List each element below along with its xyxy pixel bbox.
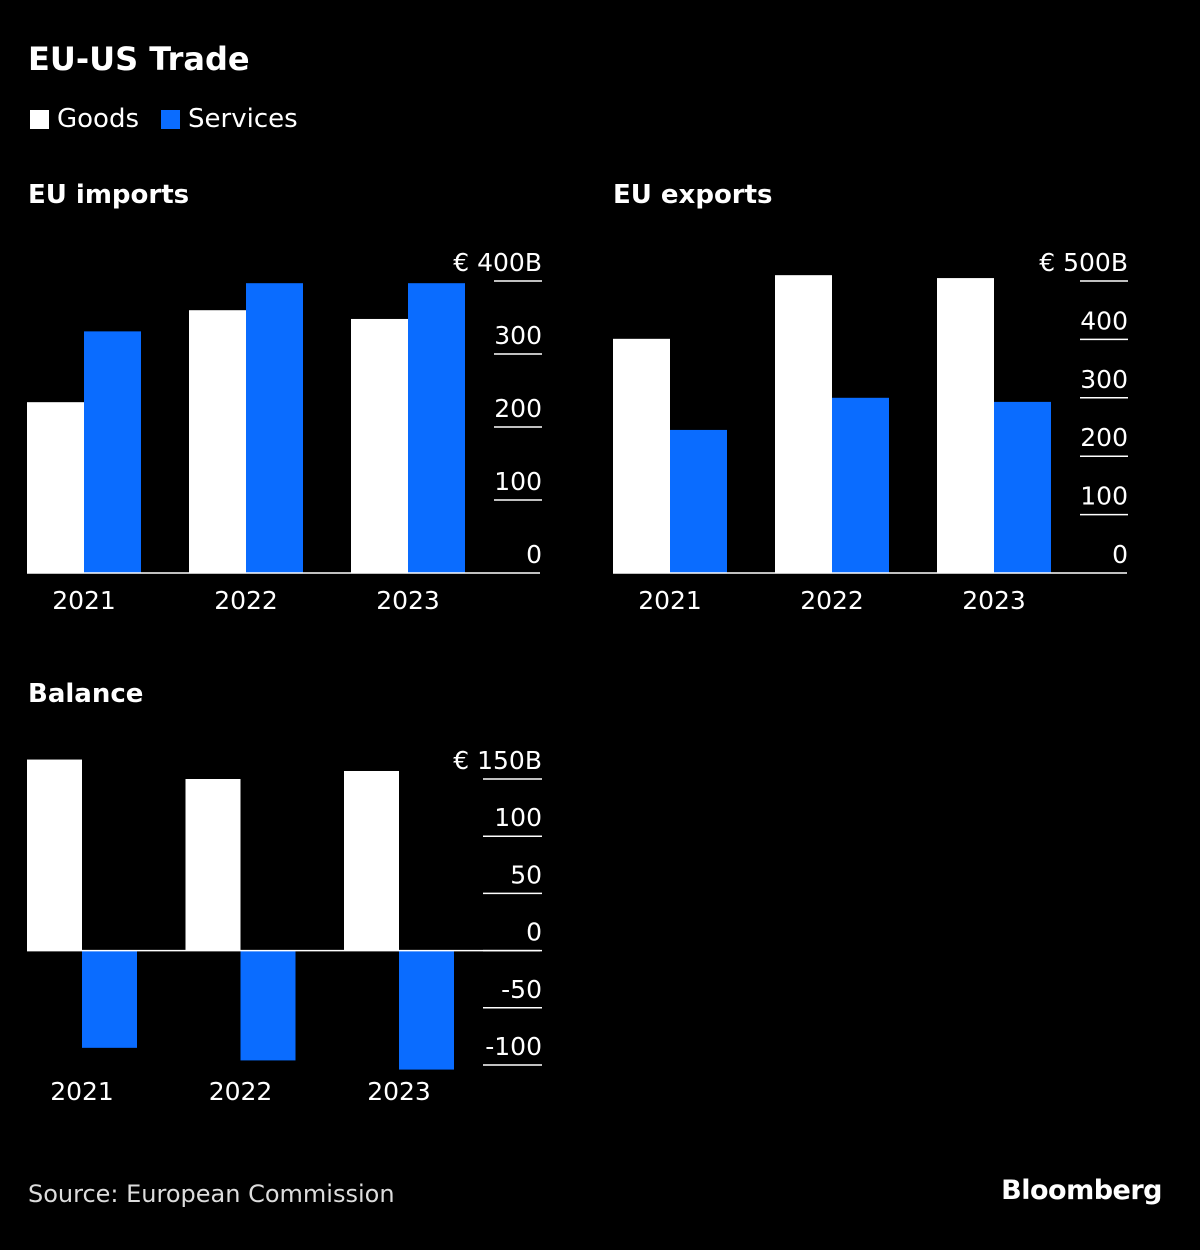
y-tick-label: 300 (1080, 365, 1128, 394)
subchart-title-imports: EU imports (28, 180, 190, 210)
bar-services-2021 (84, 331, 141, 573)
bar-goods-2023 (937, 278, 994, 573)
subchart-title-exports: EU exports (613, 180, 773, 210)
bar-services-2022 (246, 283, 303, 573)
x-tick-label: 2021 (50, 1077, 114, 1106)
x-tick-label: 2022 (800, 586, 864, 615)
bar-services-2021 (82, 950, 137, 1048)
legend-label: Goods (57, 104, 140, 134)
bar-services-2022 (240, 950, 296, 1061)
x-tick-label: 2021 (638, 586, 702, 615)
y-tick-label: € 150B (453, 746, 542, 775)
bar-goods-2021 (613, 338, 670, 573)
bar-services-2023 (408, 283, 465, 573)
y-tick-label: 0 (526, 540, 542, 569)
y-tick-label: 100 (1080, 482, 1128, 511)
y-tick-label: € 500B (1039, 248, 1128, 277)
x-tick-label: 2021 (52, 586, 116, 615)
bar-goods-2022 (189, 310, 246, 573)
legend-swatch (161, 109, 181, 129)
bar-services-2022 (832, 397, 889, 573)
y-tick-label: 100 (494, 467, 542, 496)
legend: Goods Services (30, 104, 298, 134)
bloomberg-logo: Bloomberg (1001, 1175, 1162, 1206)
y-tick-label: 0 (1112, 540, 1128, 569)
x-tick-label: 2023 (367, 1077, 431, 1106)
legend-item-goods: Goods (30, 104, 139, 134)
y-tick-label: € 400B (453, 248, 542, 277)
bar-goods-2023 (351, 318, 408, 573)
y-tick-label: 200 (1080, 423, 1128, 452)
x-tick-label: 2023 (376, 586, 440, 615)
bar-goods-2021 (27, 759, 82, 951)
bar-goods-2022 (185, 779, 241, 951)
y-tick-label: 50 (510, 860, 542, 889)
x-tick-label: 2022 (209, 1077, 273, 1106)
y-tick-label: 200 (494, 394, 542, 423)
bar-services-2023 (399, 950, 454, 1070)
subchart-title-balance: Balance (28, 679, 144, 709)
legend-item-services: Services (161, 104, 298, 134)
bar-goods-2022 (775, 275, 832, 573)
legend-swatch (30, 109, 49, 129)
y-tick-label: 300 (494, 321, 542, 350)
bar-services-2021 (670, 429, 727, 573)
y-tick-label: 0 (526, 918, 542, 947)
bar-goods-2023 (344, 770, 399, 951)
y-tick-label: -50 (501, 975, 542, 1004)
y-tick-label: 400 (1080, 306, 1128, 335)
chart-title: EU-US Trade (28, 40, 250, 78)
bar-services-2023 (994, 401, 1051, 573)
x-tick-label: 2023 (962, 586, 1026, 615)
y-tick-label: -100 (485, 1032, 542, 1061)
source-note: Source: European Commission (28, 1180, 395, 1208)
legend-label: Services (188, 104, 298, 134)
bar-goods-2021 (27, 402, 84, 573)
y-tick-label: 100 (494, 803, 542, 832)
x-tick-label: 2022 (214, 586, 278, 615)
